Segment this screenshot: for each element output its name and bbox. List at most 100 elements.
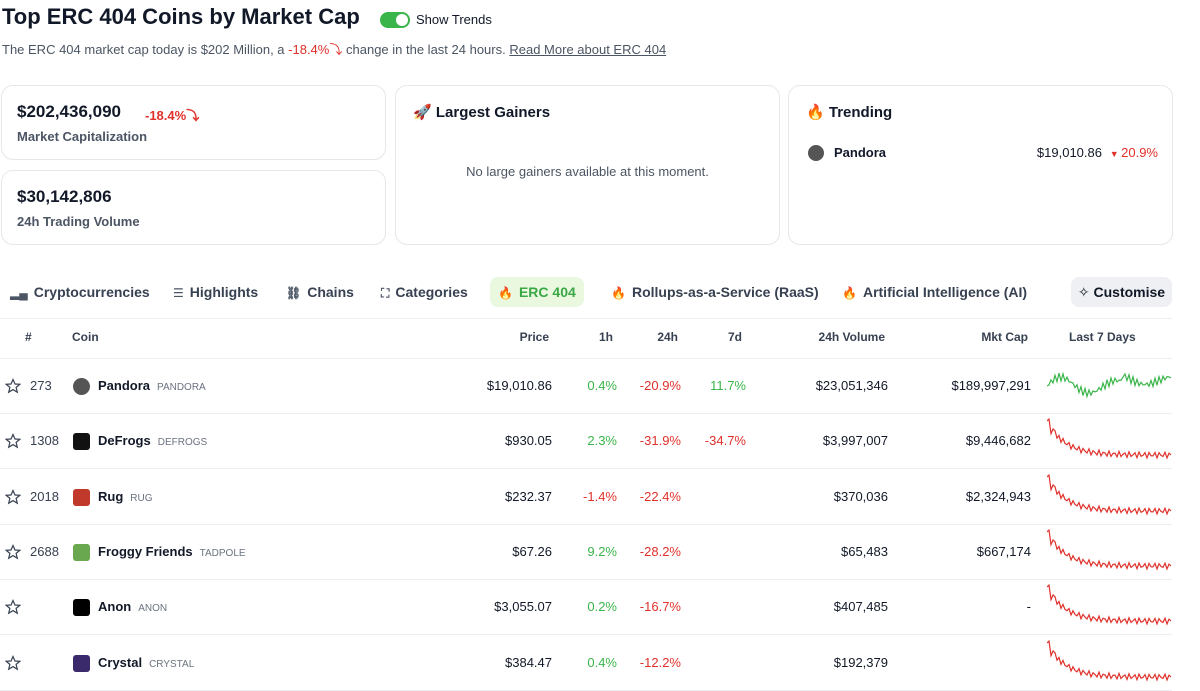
favorite-star[interactable]: [4, 654, 22, 671]
coin[interactable]: DeFrogs DEFROGS: [98, 433, 207, 448]
cell-h24: -28.2%: [639, 543, 681, 559]
coin-symbol: DEFROGS: [157, 437, 208, 449]
trend-toggle[interactable]: [380, 12, 410, 28]
gainers-card: 🚀 Largest Gainers No large gainers avail…: [395, 85, 780, 245]
coin-symbol: CRYSTAL: [149, 658, 195, 670]
sparkline-path: [1047, 473, 1172, 516]
favorite-star[interactable]: [4, 488, 22, 505]
cell-price: $930.05: [505, 433, 552, 449]
tab-label: Categories: [395, 284, 468, 300]
trending-name: Pandora: [834, 145, 887, 160]
coin[interactable]: Crystal CRYSTAL: [98, 655, 194, 670]
cell-h1: 9.2%: [587, 543, 617, 559]
summary-suffix: change in the last 24 hours.: [346, 42, 506, 57]
tab[interactable]: 🔥 ERC 404: [490, 277, 584, 307]
tab-label: ERC 404: [518, 284, 576, 300]
column-header: 7d: [727, 330, 742, 344]
favorite-star[interactable]: [4, 378, 22, 394]
cell-volume: $3,997,007: [822, 433, 888, 449]
cell-mcap: $9,446,682: [965, 433, 1031, 449]
coin[interactable]: Froggy Friends TADPOLE: [98, 544, 246, 559]
market-cap-label: Market Capitalization: [17, 129, 148, 144]
column-header: #: [25, 330, 32, 344]
tab[interactable]: ⛓ Chains: [278, 277, 362, 307]
sparkline: [1047, 371, 1172, 399]
cell-volume: $65,483: [841, 543, 888, 559]
volume-card: $30,142,806 24h Trading Volume: [1, 170, 386, 245]
cell-mcap: $667,174: [976, 543, 1031, 559]
market-cap-card: $202,436,090 -18.4%⤵ Market Capitalizati…: [1, 85, 386, 160]
cell-h24: -16.7%: [639, 599, 681, 615]
tab[interactable]: 🔥 Artificial Intelligence (AI): [834, 277, 1035, 307]
tab-icon: 🔥: [842, 286, 857, 300]
cell-h24: -12.2%: [639, 654, 681, 670]
star-icon: [4, 599, 22, 615]
cell-volume: $23,051,346: [815, 378, 888, 393]
sparkline: [1047, 584, 1172, 626]
divider: [0, 318, 1172, 319]
tab[interactable]: ☰ Highlights: [165, 277, 266, 307]
tab-icon: 🔥: [611, 286, 626, 300]
coin[interactable]: Anon ANON: [98, 599, 167, 614]
cell-volume: $407,485: [833, 599, 888, 615]
sparkline: [1047, 639, 1172, 682]
rank: 2688: [30, 543, 59, 559]
coin[interactable]: Pandora PANDORA: [98, 378, 206, 393]
coin[interactable]: Rug RUG: [98, 489, 153, 504]
tab[interactable]: 🔥 Rollups-as-a-Service (RaaS): [603, 277, 827, 307]
coin-name: Anon: [98, 599, 132, 615]
market-cap-change: -18.4%⤵: [145, 108, 200, 123]
star-shape: [4, 488, 22, 505]
trending-title: 🔥 Trending: [806, 103, 892, 121]
tab-icon: ☰: [173, 286, 184, 300]
coin-icon: [808, 145, 824, 161]
coin-name: Rug: [98, 488, 124, 504]
coin-symbol: RUG: [130, 492, 153, 504]
column-header: Last 7 Days: [1069, 330, 1136, 344]
toggle-label: Show Trends: [416, 12, 492, 27]
favorite-star[interactable]: [4, 599, 22, 615]
tab-label: Chains: [307, 284, 354, 300]
cell-price: $232.37: [505, 488, 552, 504]
rank: 1308: [30, 433, 59, 449]
coin-icon: [73, 599, 90, 617]
sparkline: [1047, 528, 1172, 571]
page-title: Top ERC 404 Coins by Market Cap: [2, 4, 360, 29]
toggle-knob: [396, 14, 408, 26]
read-more-link[interactable]: Read More about ERC 404: [509, 42, 667, 57]
sparkline-path: [1047, 639, 1172, 682]
cell-volume: $370,036: [833, 488, 888, 504]
row-divider: [0, 413, 1172, 414]
sparkline: [1047, 473, 1172, 516]
star-shape: [4, 543, 22, 560]
cell-mcap: $189,997,291: [951, 378, 1031, 393]
sparkline-path: [1047, 584, 1172, 626]
summary-prefix: The ERC 404 market cap today is $202 Mil…: [2, 42, 285, 57]
tab[interactable]: ⛶ Categories: [373, 277, 476, 307]
market-cap-value: $202,436,090: [17, 102, 121, 121]
tab-icon: ⛓: [286, 286, 302, 300]
coin-symbol: PANDORA: [157, 382, 206, 393]
divider: [0, 358, 1172, 359]
cell-h1: 2.3%: [587, 433, 617, 449]
column-header: 24h Volume: [818, 330, 885, 344]
volume-label: 24h Trading Volume: [17, 214, 140, 229]
favorite-star[interactable]: [4, 433, 22, 449]
favorite-star[interactable]: [4, 543, 22, 560]
sparkline-path: [1047, 528, 1172, 571]
coin-icon: [73, 488, 90, 506]
customise-button[interactable]: ✧ Customise: [1071, 277, 1172, 307]
summary: The ERC 404 market cap today is $202 Mil…: [2, 39, 666, 58]
coin-name: Pandora: [98, 378, 151, 393]
customise-label: Customise: [1093, 284, 1166, 300]
cell-price: $67.26: [512, 543, 552, 559]
tab[interactable]: ▂▄ Cryptocurrencies: [2, 277, 158, 307]
column-header: Coin: [72, 330, 99, 344]
star-icon: [4, 378, 22, 394]
trending-change: ▼ 20.9%: [1110, 145, 1158, 160]
cell-h24: -20.9%: [639, 378, 681, 393]
cell-volume: $192,379: [833, 654, 888, 670]
coin-icon: [73, 543, 90, 561]
page-body: Top ERC 404 Coins by Market Cap Show Tre…: [0, 4, 1173, 691]
sparkline: [1047, 418, 1172, 460]
